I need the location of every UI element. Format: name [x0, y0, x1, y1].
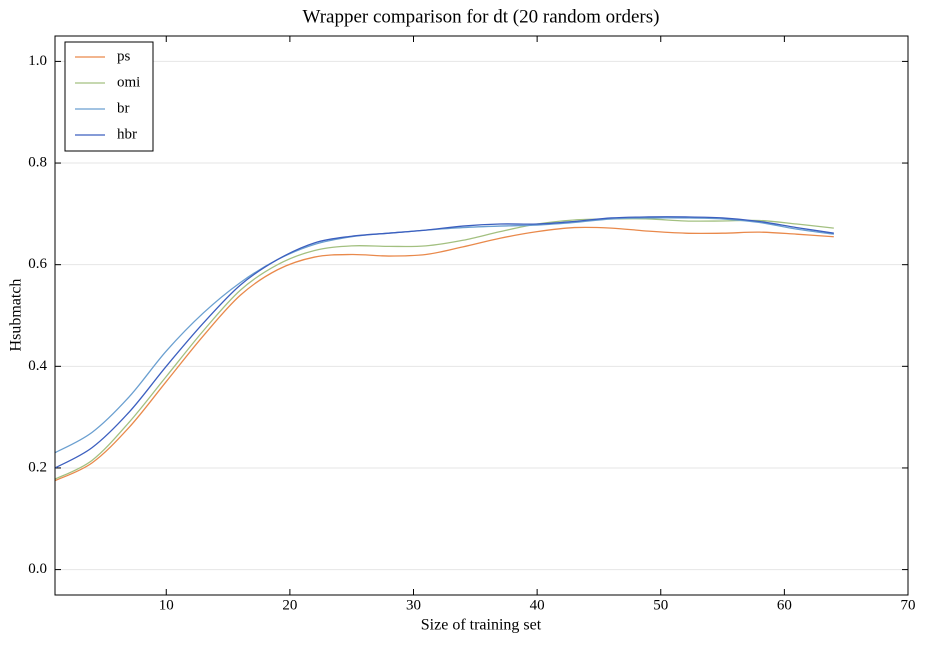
- chart-title: Wrapper comparison for dt (20 random ord…: [303, 6, 660, 27]
- x-tick-label: 20: [282, 597, 297, 613]
- legend-box: [64, 41, 154, 152]
- x-axis-label: Size of training set: [421, 617, 542, 634]
- x-tick-label: 50: [653, 597, 668, 613]
- series-line: [54, 217, 834, 454]
- y-tick-label: 0.2: [28, 459, 47, 475]
- plot-frame: [54, 35, 909, 596]
- x-tick-label: 30: [406, 597, 421, 613]
- y-tick-label: 0.8: [28, 154, 47, 170]
- y-tick-label: 0.6: [28, 256, 47, 272]
- series-line: [54, 226, 834, 482]
- series-line: [54, 218, 834, 480]
- y-tick-label: 1.0: [28, 53, 47, 69]
- y-axis-label: Hsubmatch: [8, 279, 25, 352]
- x-tick-label: 40: [530, 597, 545, 613]
- legend-label: ps: [117, 48, 131, 64]
- series-line: [54, 216, 834, 469]
- x-tick-label: 10: [159, 597, 174, 613]
- legend-label: br: [117, 100, 130, 116]
- x-tick-label: 60: [777, 597, 792, 613]
- y-tick-label: 0.4: [28, 358, 47, 374]
- legend-label: hbr: [117, 126, 137, 142]
- legend-label: omi: [117, 74, 140, 90]
- x-tick-label: 70: [901, 597, 916, 613]
- y-tick-label: 0.0: [28, 561, 47, 577]
